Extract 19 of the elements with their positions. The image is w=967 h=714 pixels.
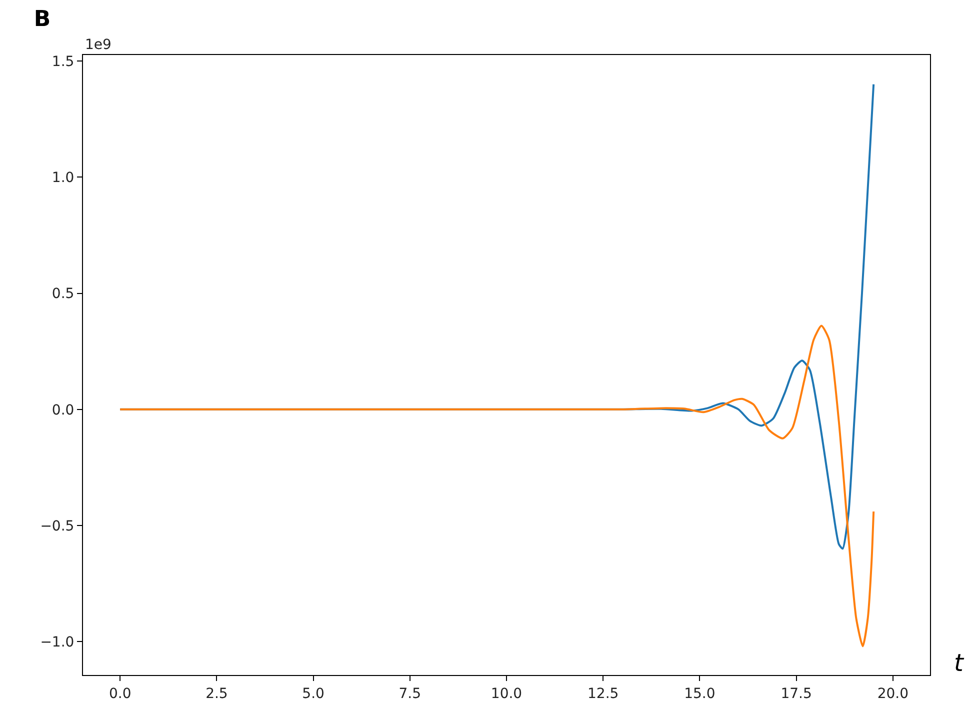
x-tick-label: 10.0 xyxy=(490,686,522,702)
y-tick-label: 0.0 xyxy=(52,402,74,418)
x-tick-label: 2.5 xyxy=(206,686,228,702)
chart-title: B xyxy=(34,7,51,32)
x-tick-label: 5.0 xyxy=(302,686,324,702)
x-tick-label: 20.0 xyxy=(877,686,908,702)
y-tick-label: 1.0 xyxy=(52,170,74,186)
x-tick-label: 0.0 xyxy=(108,686,132,702)
x-tick-label: 7.5 xyxy=(398,686,422,702)
x-tick-label: 15.0 xyxy=(684,686,716,702)
x-tick-label: 12.5 xyxy=(588,686,619,702)
y-tick-label: −1.0 xyxy=(40,634,74,650)
y-tick-label: 0.5 xyxy=(52,286,74,302)
x-tick-label: 17.5 xyxy=(780,686,812,702)
y-tick-label: 1.5 xyxy=(52,54,74,70)
text: 1e9 xyxy=(85,37,112,53)
y-tick-label: −0.5 xyxy=(40,518,74,534)
x-axis-title: t xyxy=(954,649,965,677)
line-series xyxy=(119,324,875,648)
